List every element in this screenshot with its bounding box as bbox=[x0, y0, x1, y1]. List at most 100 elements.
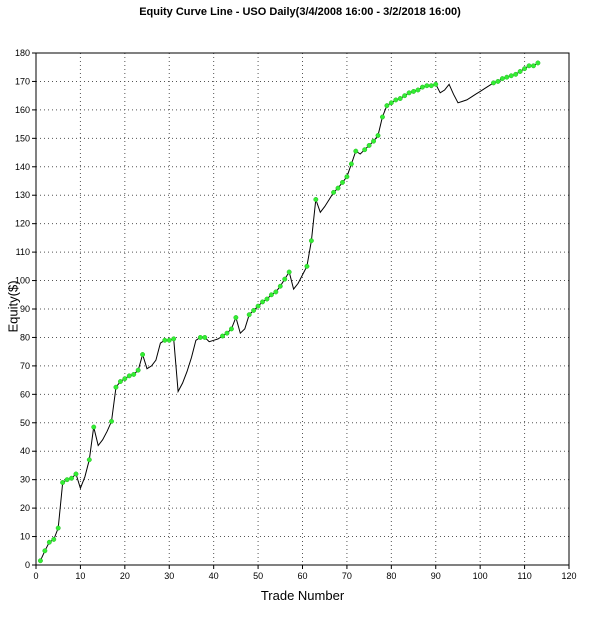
trade-marker-19 bbox=[117, 379, 123, 384]
equity-line bbox=[39, 62, 539, 561]
trade-marker-90 bbox=[433, 81, 439, 87]
y-tick-label-70: 70 bbox=[20, 361, 30, 371]
trade-marker-67 bbox=[331, 189, 337, 195]
trade-marker-106 bbox=[504, 74, 510, 80]
trade-marker-50 bbox=[255, 303, 261, 309]
trade-marker-21 bbox=[126, 373, 132, 379]
trade-marker-9 bbox=[73, 471, 79, 477]
trade-marker-70 bbox=[344, 174, 350, 180]
chart-title: Equity Curve Line - USO Daily(3/4/2008 1… bbox=[139, 6, 461, 18]
trade-marker-80 bbox=[388, 100, 394, 106]
x-tick-label-70: 70 bbox=[342, 571, 352, 581]
trade-marker-108 bbox=[513, 71, 519, 77]
trade-marker-24 bbox=[140, 352, 146, 357]
x-tick-label-0: 0 bbox=[33, 571, 38, 581]
y-tick-label-60: 60 bbox=[20, 389, 30, 399]
y-tick-label-130: 130 bbox=[15, 190, 30, 200]
y-tick-label-180: 180 bbox=[15, 48, 30, 58]
trade-marker-84 bbox=[406, 90, 412, 96]
x-tick-label-120: 120 bbox=[561, 571, 576, 581]
trade-marker-103 bbox=[491, 80, 496, 86]
trade-marker-18 bbox=[113, 384, 119, 390]
trade-marker-31 bbox=[171, 336, 177, 342]
trade-marker-38 bbox=[202, 334, 208, 340]
trade-marker-112 bbox=[531, 63, 536, 69]
trade-marker-42 bbox=[220, 333, 226, 339]
axis-ticks: 0 10 20 30 40 50 60 70 80 90 100 110 120 0 10 20 30 40 50 6… bbox=[15, 48, 577, 581]
trade-marker-105 bbox=[499, 76, 505, 82]
trade-marker-23 bbox=[135, 367, 141, 373]
x-tick-label-80: 80 bbox=[386, 571, 396, 581]
x-tick-label-60: 60 bbox=[297, 571, 307, 581]
x-tick-label-10: 10 bbox=[75, 571, 85, 581]
trade-marker-109 bbox=[517, 69, 523, 74]
trade-marker-1 bbox=[37, 558, 43, 564]
y-tick-label-90: 90 bbox=[20, 304, 30, 314]
x-tick-label-100: 100 bbox=[473, 571, 488, 581]
trade-marker-45 bbox=[233, 315, 239, 320]
trade-marker-54 bbox=[273, 289, 279, 295]
grid-lines bbox=[36, 53, 569, 565]
trade-markers bbox=[37, 60, 541, 564]
trade-marker-48 bbox=[246, 312, 252, 318]
trade-marker-2 bbox=[42, 548, 48, 554]
equity-series-line bbox=[39, 62, 539, 561]
trade-marker-81 bbox=[393, 97, 399, 103]
trade-marker-17 bbox=[109, 418, 114, 424]
y-tick-label-10: 10 bbox=[20, 532, 30, 542]
trade-marker-77 bbox=[375, 133, 381, 138]
x-tick-label-50: 50 bbox=[253, 571, 263, 581]
trade-marker-88 bbox=[424, 83, 430, 89]
x-tick-label-20: 20 bbox=[120, 571, 130, 581]
y-tick-label-40: 40 bbox=[20, 446, 30, 456]
trade-marker-22 bbox=[131, 371, 137, 377]
y-tick-label-160: 160 bbox=[15, 105, 30, 115]
trade-marker-49 bbox=[251, 307, 257, 313]
trade-marker-111 bbox=[526, 63, 532, 69]
trade-marker-74 bbox=[362, 147, 368, 153]
trade-marker-53 bbox=[268, 292, 274, 298]
y-tick-label-120: 120 bbox=[15, 219, 30, 229]
y-tick-label-150: 150 bbox=[15, 133, 30, 143]
trade-marker-85 bbox=[411, 88, 416, 94]
trade-marker-12 bbox=[86, 457, 92, 463]
y-tick-label-0: 0 bbox=[25, 560, 30, 570]
trade-marker-7 bbox=[64, 477, 70, 483]
trade-marker-29 bbox=[162, 337, 168, 343]
trade-marker-51 bbox=[260, 299, 265, 305]
trade-marker-89 bbox=[428, 83, 434, 89]
trade-marker-63 bbox=[313, 197, 319, 202]
trade-marker-6 bbox=[60, 480, 66, 485]
trade-marker-3 bbox=[46, 539, 52, 545]
x-tick-label-30: 30 bbox=[164, 571, 174, 581]
y-tick-label-140: 140 bbox=[15, 162, 30, 172]
trade-marker-71 bbox=[348, 161, 354, 167]
trade-marker-78 bbox=[380, 114, 385, 120]
trade-marker-4 bbox=[51, 536, 57, 542]
trade-marker-107 bbox=[508, 73, 514, 79]
trade-marker-87 bbox=[419, 84, 425, 90]
x-axis-label: Trade Number bbox=[260, 588, 345, 603]
y-tick-label-30: 30 bbox=[20, 475, 30, 485]
y-tick-label-110: 110 bbox=[16, 247, 30, 257]
trade-marker-52 bbox=[264, 296, 270, 302]
y-tick-label-170: 170 bbox=[15, 76, 30, 86]
trade-marker-20 bbox=[122, 376, 128, 382]
trade-marker-82 bbox=[397, 96, 403, 101]
trade-marker-57 bbox=[286, 269, 292, 275]
x-tick-label-40: 40 bbox=[209, 571, 219, 581]
x-tick-label-90: 90 bbox=[431, 571, 441, 581]
trade-marker-83 bbox=[402, 93, 408, 99]
trade-marker-62 bbox=[308, 238, 314, 244]
trade-marker-43 bbox=[224, 330, 230, 336]
y-tick-label-100: 100 bbox=[15, 276, 30, 286]
trade-marker-113 bbox=[535, 60, 541, 66]
trade-marker-110 bbox=[522, 66, 528, 72]
trade-marker-5 bbox=[55, 525, 61, 531]
trade-marker-68 bbox=[335, 185, 341, 191]
trade-marker-75 bbox=[366, 142, 372, 148]
trade-marker-104 bbox=[495, 78, 501, 84]
y-tick-label-20: 20 bbox=[20, 503, 30, 513]
y-tick-label-80: 80 bbox=[20, 332, 30, 342]
